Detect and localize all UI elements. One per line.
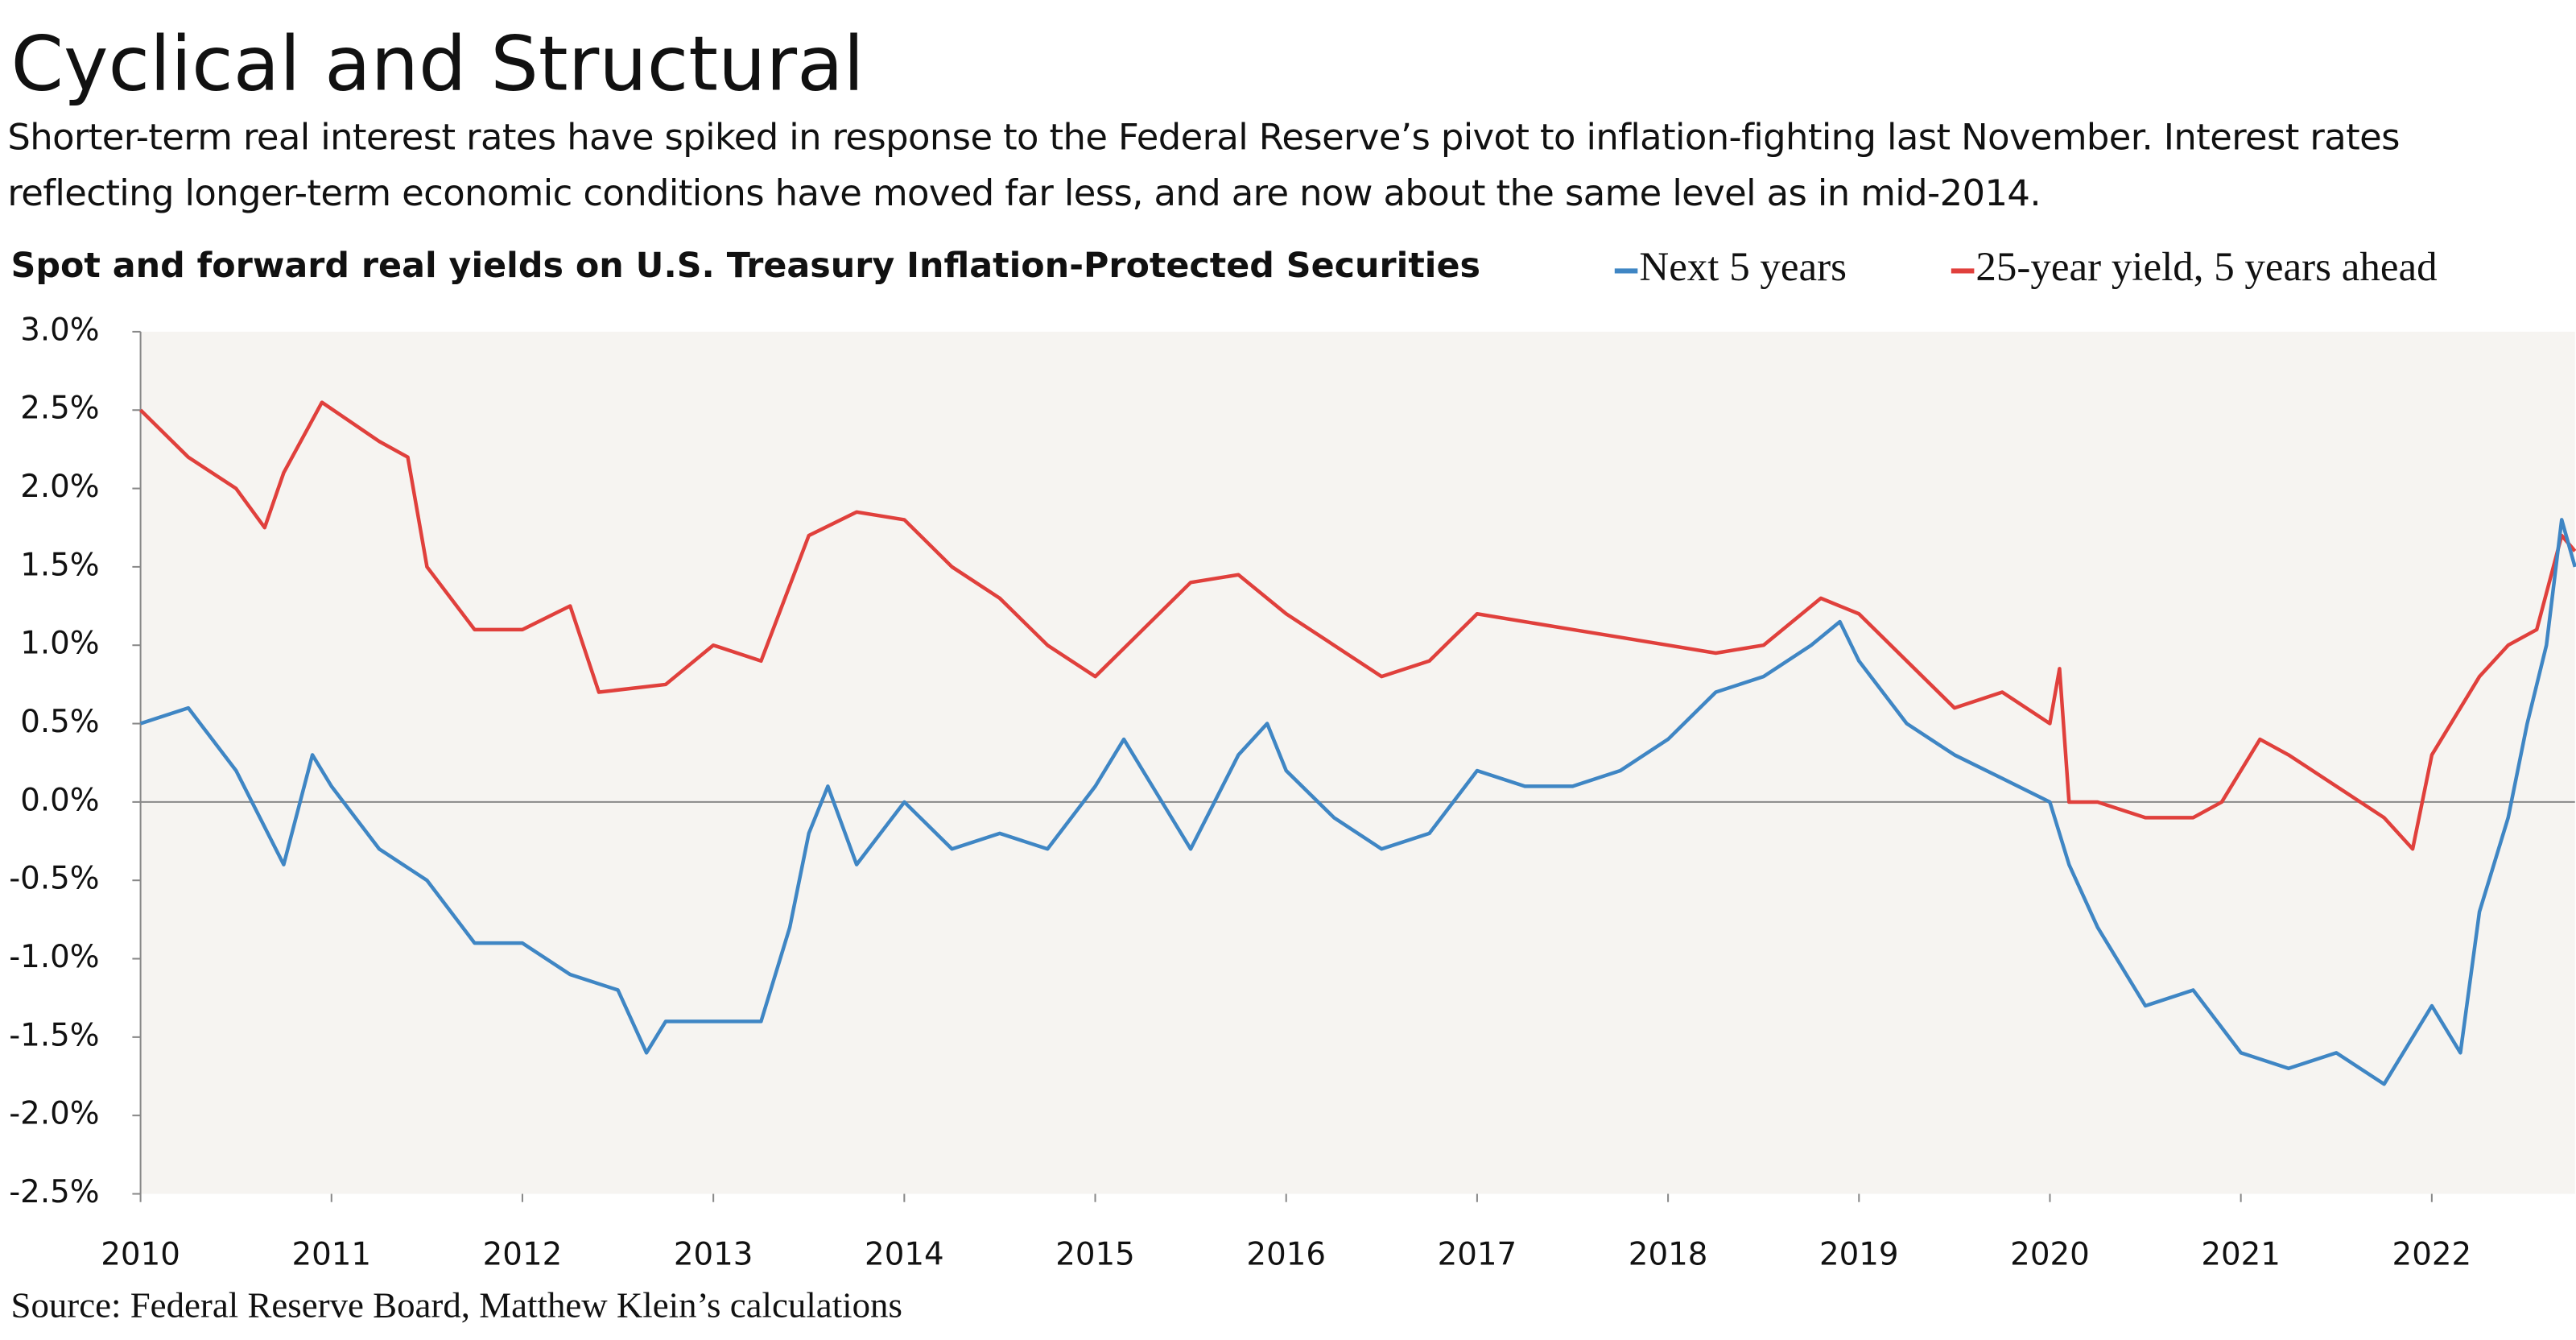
y-tick-label: -2.0% (9, 1096, 99, 1132)
plot-background (140, 331, 2575, 1194)
title: Cyclical and Structural (10, 21, 864, 109)
legend-label: 25-year yield, 5 years ahead (1975, 245, 2437, 290)
y-tick-label: 2.0% (20, 469, 99, 505)
x-tick-label: 2022 (2392, 1237, 2472, 1273)
y-tick-label: -1.0% (9, 939, 99, 975)
x-tick-label: 2017 (1438, 1237, 1517, 1273)
y-tick-label: -0.5% (9, 861, 99, 897)
x-tick-label: 2012 (483, 1237, 563, 1273)
y-tick-label: 3.0% (20, 312, 99, 348)
x-tick-label: 2019 (1819, 1237, 1899, 1273)
chart-title: Spot and forward real yields on U.S. Tre… (10, 246, 1480, 286)
x-tick-label: 2011 (291, 1237, 371, 1273)
x-tick-label: 2018 (1629, 1237, 1708, 1273)
x-tick-label: 2020 (2010, 1237, 2090, 1273)
x-tick-label: 2015 (1055, 1237, 1135, 1273)
line (139, 518, 2576, 1086)
subtitle-box: Shorter-term real interest rates have sp… (7, 118, 2400, 216)
y-tick-label: 0.5% (20, 704, 99, 740)
x-tick-label: 2013 (674, 1237, 753, 1273)
source: Source: Federal Reserve Board, Matthew K… (10, 1285, 902, 1326)
y-tick-label: 2.5% (20, 391, 99, 427)
x-tick-label: 2016 (1246, 1237, 1326, 1273)
legend: Next 5 years 25-year yield, 5 years ahead (1614, 245, 2438, 290)
legend-label: Next 5 years (1639, 245, 1847, 290)
x-tick-label: 2014 (865, 1237, 944, 1273)
y-tick-label: -2.5% (9, 1174, 99, 1210)
y-tick-label: -1.5% (9, 1017, 99, 1053)
y-tick-label: 1.5% (20, 547, 99, 583)
y-tick-label: 1.0% (20, 626, 99, 662)
line (139, 400, 2576, 851)
subtitle: Shorter-term real interest rates have sp… (7, 118, 2400, 216)
y-tick-label: 0.0% (20, 782, 99, 818)
x-tick-label: 2010 (101, 1237, 180, 1273)
x-tick-label: 2021 (2201, 1237, 2281, 1273)
